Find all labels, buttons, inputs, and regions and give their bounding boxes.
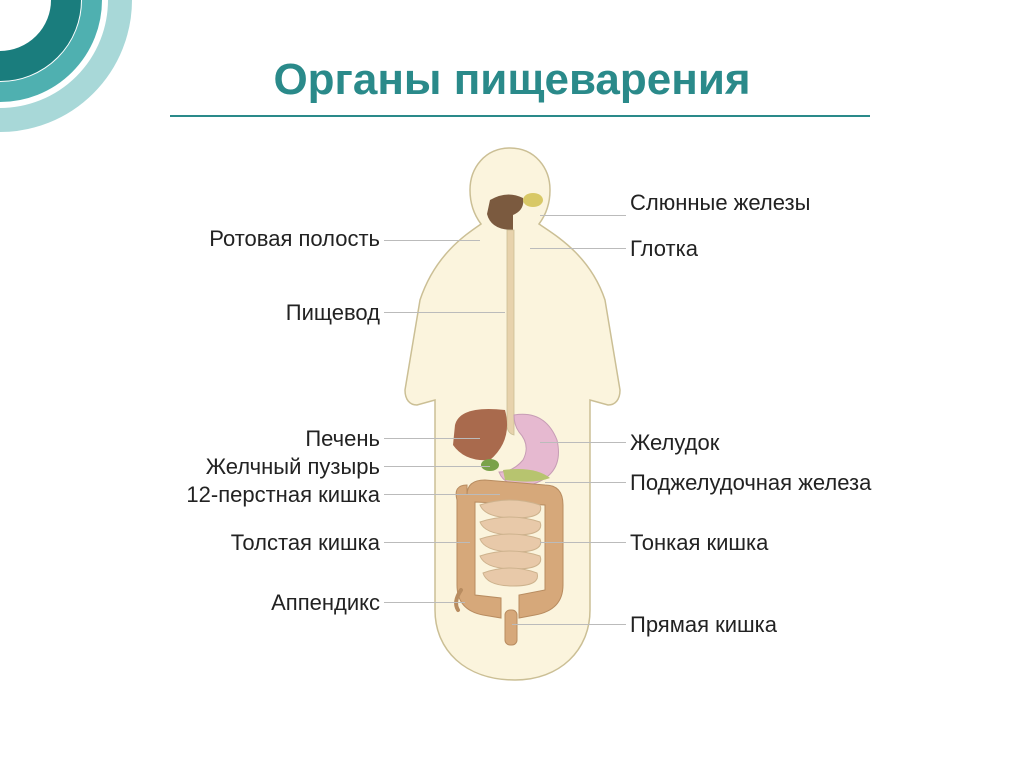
label-pancreas: Поджелудочная железа <box>630 470 871 496</box>
label-appendix: Аппендикс <box>271 590 380 616</box>
leader-line <box>384 494 500 495</box>
label-small_int: Тонкая кишка <box>630 530 768 556</box>
label-colon: Толстая кишка <box>231 530 380 556</box>
leader-line <box>545 482 626 483</box>
leader-line <box>384 542 470 543</box>
label-salivary: Слюнные железы <box>630 190 810 216</box>
page-title: Органы пищеварения <box>0 55 1024 105</box>
label-pharynx: Глотка <box>630 236 698 262</box>
leader-line <box>384 312 505 313</box>
label-esophagus: Пищевод <box>286 300 380 326</box>
digestive-diagram <box>395 140 625 700</box>
label-liver: Печень <box>305 426 380 452</box>
label-rectum: Прямая кишка <box>630 612 777 638</box>
label-oral_cavity: Ротовая полость <box>209 226 380 252</box>
leader-line <box>384 466 490 467</box>
leader-line <box>540 442 626 443</box>
leader-line <box>512 624 626 625</box>
label-stomach: Желудок <box>630 430 719 456</box>
leader-line <box>384 438 480 439</box>
leader-line <box>384 240 480 241</box>
leader-line <box>530 248 626 249</box>
leader-line <box>384 602 465 603</box>
label-duodenum: 12-перстная кишка <box>186 482 380 508</box>
leader-line <box>540 542 626 543</box>
leader-line <box>540 215 626 216</box>
label-gallbladder: Желчный пузырь <box>206 454 380 480</box>
title-underline <box>170 115 870 117</box>
